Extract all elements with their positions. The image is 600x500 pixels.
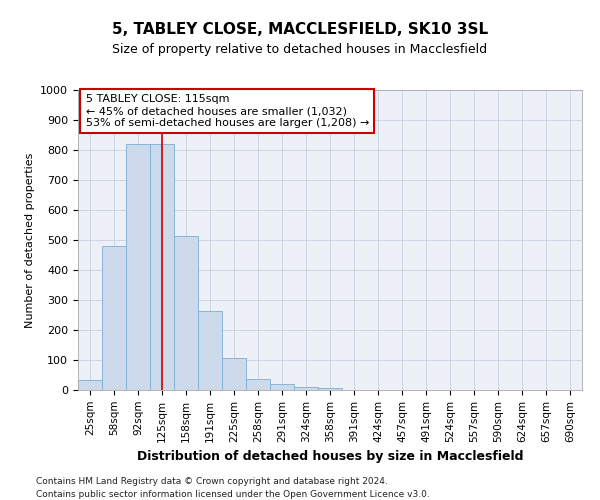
Bar: [198, 310, 222, 390]
Bar: [150, 144, 174, 390]
Y-axis label: Number of detached properties: Number of detached properties: [25, 152, 35, 328]
Bar: [222, 358, 246, 390]
Text: Contains public sector information licensed under the Open Government Licence v3: Contains public sector information licen…: [36, 490, 430, 499]
Bar: [246, 378, 270, 390]
Bar: [102, 246, 126, 390]
Bar: [294, 387, 318, 390]
Text: Size of property relative to detached houses in Macclesfield: Size of property relative to detached ho…: [112, 42, 488, 56]
Bar: [126, 144, 150, 390]
Text: Contains HM Land Registry data © Crown copyright and database right 2024.: Contains HM Land Registry data © Crown c…: [36, 478, 388, 486]
X-axis label: Distribution of detached houses by size in Macclesfield: Distribution of detached houses by size …: [137, 450, 523, 463]
Bar: [78, 380, 102, 390]
Text: 5, TABLEY CLOSE, MACCLESFIELD, SK10 3SL: 5, TABLEY CLOSE, MACCLESFIELD, SK10 3SL: [112, 22, 488, 38]
Bar: [270, 384, 294, 390]
Bar: [174, 236, 198, 390]
Bar: [318, 388, 342, 390]
Text: 5 TABLEY CLOSE: 115sqm
← 45% of detached houses are smaller (1,032)
53% of semi-: 5 TABLEY CLOSE: 115sqm ← 45% of detached…: [86, 94, 369, 128]
